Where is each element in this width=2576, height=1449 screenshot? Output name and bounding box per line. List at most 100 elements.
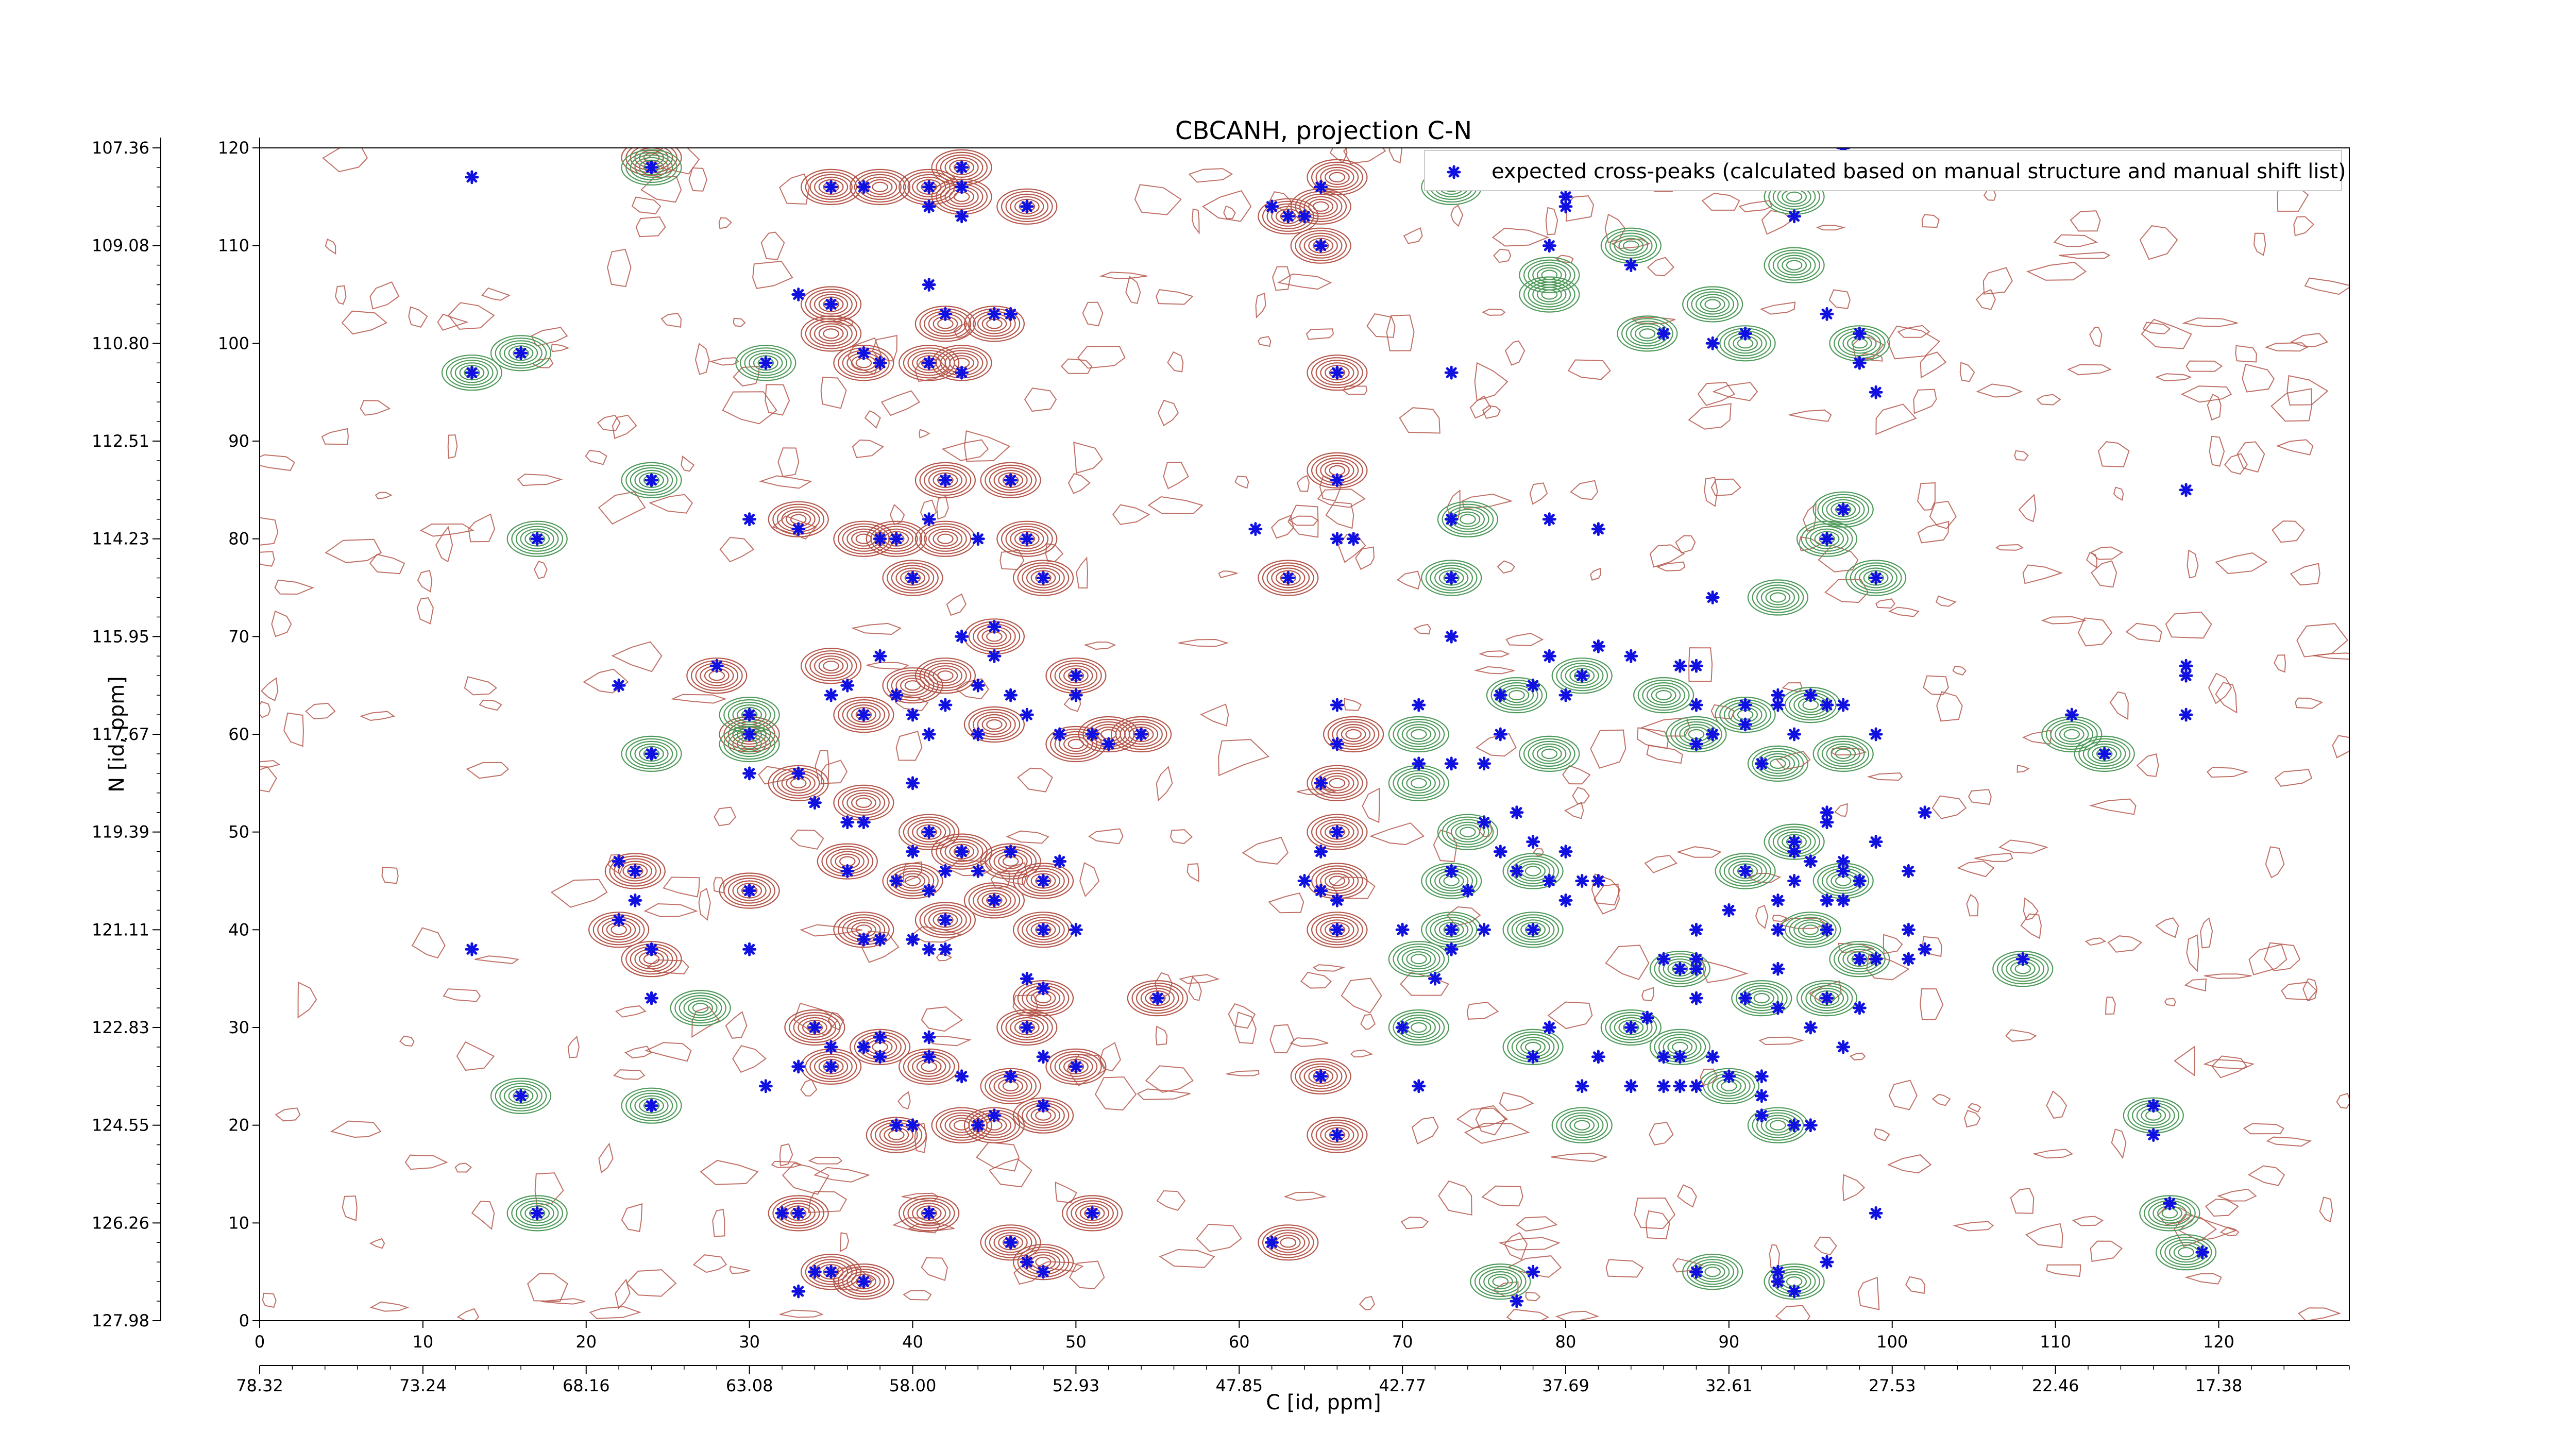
marker-shape bbox=[840, 815, 855, 830]
noise-contour bbox=[2046, 1090, 2067, 1119]
noise-contour bbox=[1464, 1122, 1530, 1144]
positive-peak-contour-level bbox=[1022, 868, 1065, 894]
noise-contour bbox=[2174, 1046, 2195, 1076]
marker-shape bbox=[791, 522, 806, 536]
expected-cross-peak-marker bbox=[889, 874, 904, 888]
marker-shape bbox=[645, 991, 658, 1005]
marker-shape bbox=[1330, 922, 1344, 937]
marker-shape bbox=[922, 1050, 936, 1064]
positive-peak-contour-level bbox=[1323, 716, 1384, 753]
positive-peak-contour-level bbox=[1059, 733, 1093, 755]
negative-peak-contour bbox=[1812, 735, 1874, 772]
negative-peak-contour-level bbox=[520, 528, 554, 549]
marker-shape bbox=[465, 365, 479, 380]
marker-shape bbox=[1444, 942, 1459, 956]
noise-contour bbox=[2253, 232, 2266, 256]
noise-contour bbox=[1178, 638, 1229, 647]
noise-contour bbox=[2265, 846, 2285, 879]
positive-peak-contour-level bbox=[737, 883, 762, 899]
positive-peak-contour-level bbox=[914, 306, 976, 342]
noise-contour bbox=[404, 1154, 448, 1170]
noise-contour bbox=[2204, 973, 2252, 979]
noise-contour bbox=[648, 494, 693, 514]
expected-cross-peak-marker bbox=[1314, 1069, 1328, 1084]
noise-contour bbox=[435, 526, 453, 563]
expected-cross-peak-marker bbox=[465, 942, 479, 956]
negative-peak-contour-level bbox=[1446, 819, 1489, 845]
noise-contour bbox=[714, 806, 736, 827]
expected-cross-peak-marker bbox=[1558, 893, 1573, 907]
noise-contour bbox=[1269, 1024, 1295, 1054]
positive-peak-contour-level bbox=[784, 1009, 845, 1046]
noise-contour bbox=[1306, 328, 1334, 340]
marker-shape bbox=[1689, 991, 1703, 1005]
negative-peak-contour-level bbox=[1511, 917, 1555, 943]
noise-contour bbox=[1202, 190, 1252, 222]
positive-peak-contour-level bbox=[1049, 728, 1102, 760]
marker-shape bbox=[2162, 1196, 2177, 1210]
noise-contour bbox=[305, 702, 336, 719]
y-ppm-tick-label: 112.51 bbox=[92, 431, 149, 451]
positive-peak-contour-level bbox=[798, 1017, 832, 1038]
positive-peak-contour-level bbox=[998, 472, 1023, 488]
negative-peak-contour-level bbox=[1752, 748, 1804, 780]
noise-contour bbox=[1697, 382, 1735, 406]
positive-peak-contour-level bbox=[1127, 980, 1188, 1017]
noise-contour bbox=[1572, 787, 1590, 805]
y-tick-label: 60 bbox=[228, 724, 249, 744]
noise-contour bbox=[1675, 535, 1696, 554]
marker-shape bbox=[824, 1059, 838, 1074]
positive-peak-contour-level bbox=[944, 157, 979, 178]
marker-shape bbox=[465, 942, 479, 956]
expected-cross-peak-marker bbox=[1771, 698, 1785, 712]
negative-peak-contour-level bbox=[1528, 740, 1571, 767]
negative-peak-contour bbox=[490, 1077, 552, 1114]
negative-peak-contour-level bbox=[1509, 689, 1525, 701]
x-ppm-tick-label: 17.38 bbox=[2195, 1376, 2243, 1395]
noise-contour bbox=[1605, 945, 1650, 980]
negative-peak-contour-level bbox=[1992, 951, 2054, 987]
negative-peak-contour-level bbox=[1442, 503, 1494, 535]
marker-shape bbox=[906, 1118, 920, 1133]
positive-peak-contour-level bbox=[851, 1274, 876, 1290]
positive-peak-contour-level bbox=[1120, 721, 1163, 748]
expected-cross-peak-marker bbox=[742, 942, 757, 956]
marker-shape bbox=[1004, 1235, 1018, 1250]
y-tick-label: 50 bbox=[228, 822, 249, 842]
noise-contour bbox=[419, 523, 474, 537]
expected-cross-peak-marker bbox=[856, 1274, 871, 1289]
marker-shape bbox=[2064, 707, 2079, 722]
marker-shape bbox=[971, 1118, 985, 1133]
marker-shape bbox=[1771, 1265, 1785, 1279]
noise-contour bbox=[325, 538, 382, 563]
marker-shape bbox=[938, 307, 953, 321]
marker-shape bbox=[1771, 962, 1785, 976]
noise-contour bbox=[722, 391, 777, 425]
positive-peak-contour-level bbox=[1315, 917, 1359, 943]
positive-peak-contour-level bbox=[846, 792, 881, 813]
x-ppm-tick-label: 47.85 bbox=[1215, 1376, 1263, 1395]
noise-contour bbox=[1055, 1182, 1077, 1204]
expected-cross-peak-marker bbox=[2015, 952, 2030, 966]
marker-shape bbox=[922, 825, 936, 839]
expected-cross-peak-marker bbox=[1852, 356, 1867, 370]
positive-peak-contour-level bbox=[788, 1012, 841, 1043]
marker-shape bbox=[840, 864, 855, 878]
expected-cross-peak-marker bbox=[1314, 180, 1328, 194]
marker-shape bbox=[1689, 737, 1703, 751]
noise-contour bbox=[1187, 863, 1199, 882]
marker-shape bbox=[906, 932, 920, 947]
noise-contour bbox=[1296, 475, 1310, 492]
noise-contour bbox=[1082, 301, 1104, 327]
negative-peak-contour-level bbox=[1655, 689, 1672, 701]
positive-peak-contour-level bbox=[1258, 560, 1319, 596]
expected-cross-peak-marker bbox=[1820, 893, 1834, 907]
positive-peak-contour bbox=[1012, 560, 1074, 596]
negative-peak-contour-level bbox=[1618, 238, 1644, 254]
negative-peak-contour-level bbox=[1600, 1009, 1662, 1046]
marker-shape bbox=[530, 1206, 545, 1220]
marker-shape bbox=[1020, 1255, 1034, 1269]
negative-peak-contour-level bbox=[1649, 1029, 1710, 1066]
noise-contour bbox=[1964, 1109, 1981, 1128]
noise-contour bbox=[760, 231, 785, 260]
